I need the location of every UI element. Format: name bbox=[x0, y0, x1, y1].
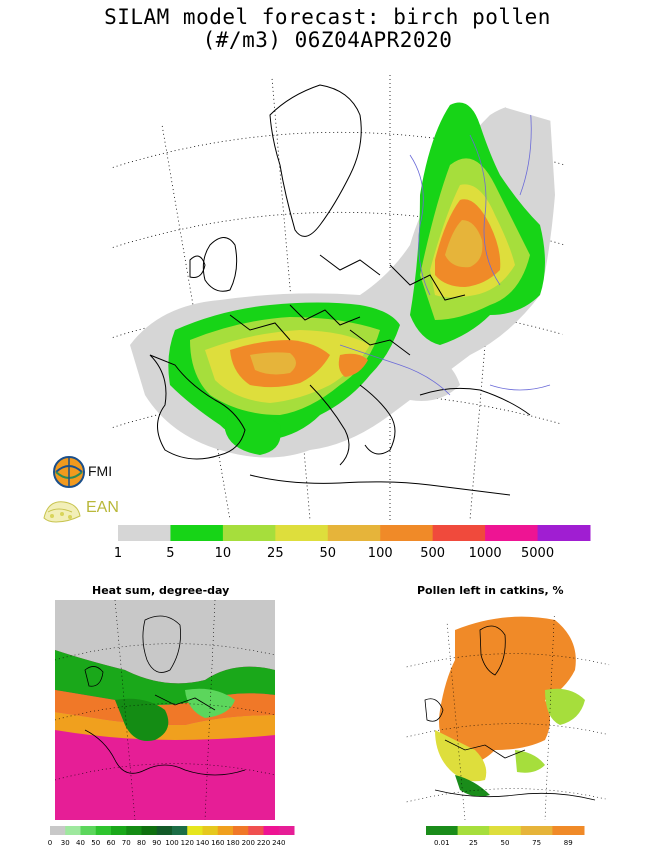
main-colorbar: 1 5 10 25 50 100 500 1000 5000 bbox=[114, 525, 591, 561]
heat-legend-swatch bbox=[233, 826, 249, 835]
heat-legend-tick-label: 120 bbox=[181, 839, 194, 847]
heat-legend-swatch bbox=[202, 826, 219, 835]
main-legend-tick-label: 1 bbox=[114, 546, 122, 561]
heat-legend-swatch bbox=[187, 826, 203, 835]
heat-sum-title: Heat sum, degree-day bbox=[92, 584, 230, 597]
heat-sum-map bbox=[55, 600, 275, 820]
main-forecast-map bbox=[110, 55, 565, 520]
main-legend-swatch bbox=[222, 525, 276, 541]
heat-legend-tick-label: 80 bbox=[137, 839, 146, 847]
catkin-legend-swatch bbox=[552, 826, 585, 835]
heat-legend-tick-label: 30 bbox=[61, 839, 70, 847]
heat-legend-swatch bbox=[263, 826, 280, 835]
catkin-legend-swatch bbox=[426, 826, 459, 835]
ean-label: EAN bbox=[86, 499, 119, 516]
heat-legend-swatch bbox=[141, 826, 158, 835]
main-legend-tick-label: 5000 bbox=[521, 546, 554, 561]
heat-legend-swatch bbox=[172, 826, 188, 835]
heat-legend-swatch bbox=[126, 826, 142, 835]
main-legend-tick-label: 25 bbox=[267, 546, 284, 561]
chart-title: SILAM model forecast: birch pollen bbox=[104, 5, 551, 29]
heat-legend-swatch bbox=[248, 826, 264, 835]
heat-legend-tick-label: 240 bbox=[272, 839, 285, 847]
chart-subtitle: (#/m3) 06Z04APR2020 bbox=[202, 28, 453, 52]
main-legend-swatch bbox=[170, 525, 224, 541]
heat-legend-swatch bbox=[50, 826, 66, 835]
heat-legend-tick-label: 160 bbox=[211, 839, 224, 847]
catkins-title: Pollen left in catkins, % bbox=[417, 584, 564, 597]
main-legend-swatch bbox=[380, 525, 434, 541]
main-legend-tick-label: 5 bbox=[166, 546, 174, 561]
heat-legend-swatch bbox=[217, 826, 234, 835]
main-legend-swatch bbox=[432, 525, 486, 541]
main-legend-tick-label: 1000 bbox=[469, 546, 502, 561]
heat-legend-tick-label: 200 bbox=[242, 839, 255, 847]
heat-legend-tick-label: 0 bbox=[48, 839, 52, 847]
heat-legend-swatch bbox=[95, 826, 112, 835]
main-legend-tick-label: 100 bbox=[368, 546, 393, 561]
main-legend-swatch bbox=[327, 525, 381, 541]
heat-legend-tick-label: 50 bbox=[91, 839, 100, 847]
catkin-legend-tick-label: 89 bbox=[564, 839, 573, 847]
heat-legend-tick-label: 40 bbox=[76, 839, 85, 847]
fmi-logo-icon bbox=[53, 456, 85, 488]
main-legend-tick-label: 500 bbox=[420, 546, 445, 561]
heat-legend-tick-label: 70 bbox=[122, 839, 131, 847]
main-legend-swatch bbox=[537, 525, 591, 541]
main-legend-swatch bbox=[275, 525, 329, 541]
heat-legend-tick-label: 100 bbox=[165, 839, 178, 847]
catkin-legend-tick-label: 50 bbox=[501, 839, 510, 847]
main-legend-swatch bbox=[118, 525, 171, 541]
fmi-label: FMI bbox=[88, 463, 113, 479]
heat-legend-tick-label: 180 bbox=[226, 839, 239, 847]
catkins-map bbox=[405, 600, 610, 820]
ean-logo-icon bbox=[43, 501, 81, 523]
heat-legend-swatch bbox=[65, 826, 81, 835]
heat-legend-tick-label: 60 bbox=[107, 839, 116, 847]
heat-legend-swatch bbox=[156, 826, 173, 835]
heat-legend-tick-label: 220 bbox=[257, 839, 270, 847]
catkin-legend-tick-label: 25 bbox=[469, 839, 478, 847]
catkins-colorbar: 0.01 25 50 75 89 bbox=[426, 826, 585, 847]
heat-legend-swatch bbox=[80, 826, 97, 835]
catkin-legend-swatch bbox=[489, 826, 522, 835]
catkin-legend-tick-label: 75 bbox=[532, 839, 541, 847]
heat-sum-colorbar: 0 30 40 50 60 70 80 90 100 120 140 160 180 200 220 240 bbox=[48, 826, 295, 847]
catkin-legend-swatch bbox=[520, 826, 553, 835]
catkin-legend-tick-label: 0.01 bbox=[434, 839, 450, 847]
heat-legend-tick-label: 90 bbox=[152, 839, 161, 847]
heat-legend-swatch bbox=[111, 826, 127, 835]
main-legend-tick-label: 10 bbox=[215, 546, 232, 561]
main-legend-swatch bbox=[485, 525, 539, 541]
main-legend-tick-label: 50 bbox=[320, 546, 337, 561]
heat-legend-tick-label: 140 bbox=[196, 839, 209, 847]
heat-legend-swatch bbox=[278, 826, 295, 835]
catkin-legend-swatch bbox=[457, 826, 490, 835]
